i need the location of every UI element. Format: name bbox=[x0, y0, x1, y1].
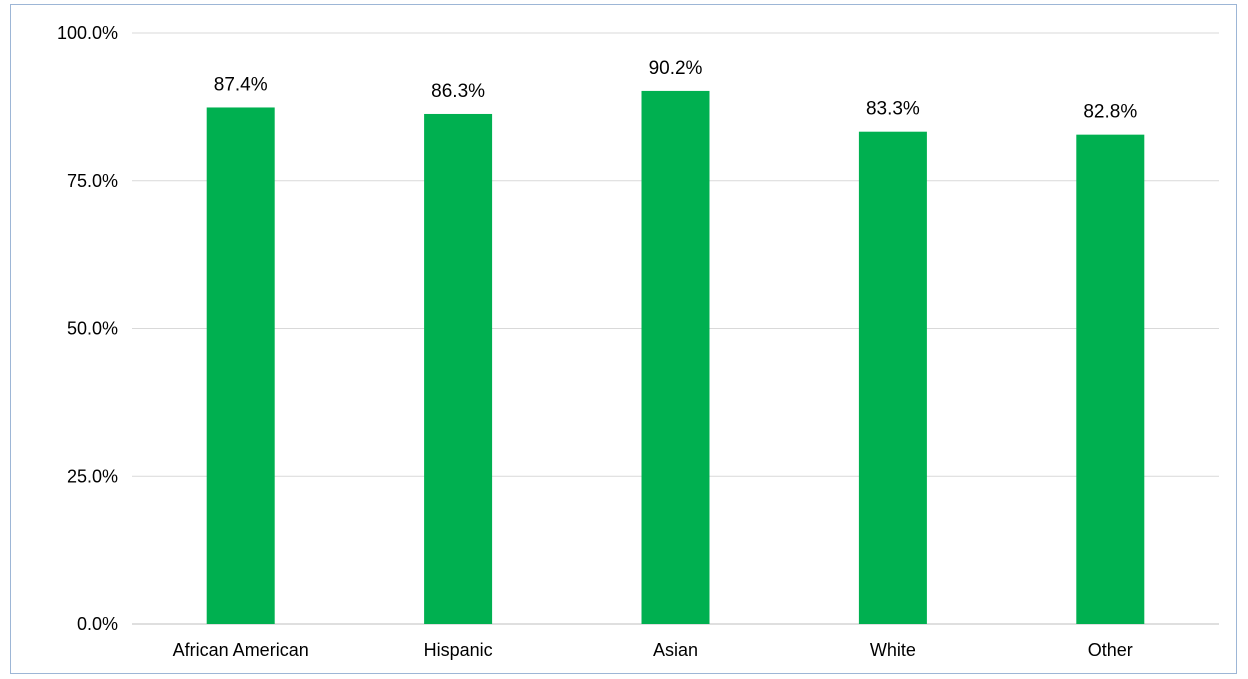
data-label: 87.4% bbox=[214, 74, 268, 95]
x-tick-label: Asian bbox=[653, 640, 698, 660]
data-label: 83.3% bbox=[866, 99, 920, 120]
x-tick-label: African American bbox=[173, 640, 309, 660]
data-label: 90.2% bbox=[649, 58, 703, 79]
bar bbox=[424, 113, 493, 624]
y-tick-label: 100.0% bbox=[57, 23, 118, 43]
x-tick-label: White bbox=[870, 640, 916, 660]
bar bbox=[206, 107, 275, 624]
bar bbox=[1076, 134, 1145, 625]
y-tick-label: 75.0% bbox=[67, 171, 118, 191]
data-labels: 87.4% 86.3% 90.2% 83.3% 82.8% bbox=[214, 58, 1138, 123]
bar bbox=[641, 90, 710, 625]
bar bbox=[858, 131, 927, 624]
bars bbox=[206, 90, 1145, 625]
x-axis-category-labels: African American Hispanic Asian White Other bbox=[173, 640, 1133, 660]
chart-frame: 0.0% 25.0% 50.0% 75.0% 100.0% 87.4% 86.3% 90.2… bbox=[10, 4, 1237, 674]
y-tick-label: 25.0% bbox=[67, 466, 118, 486]
y-tick-label: 0.0% bbox=[77, 614, 118, 634]
x-tick-label: Hispanic bbox=[424, 640, 493, 660]
data-label: 86.3% bbox=[431, 81, 485, 102]
x-tick-label: Other bbox=[1088, 640, 1133, 660]
bar-chart: 0.0% 25.0% 50.0% 75.0% 100.0% 87.4% 86.3% 90.2… bbox=[57, 23, 1219, 660]
data-label: 82.8% bbox=[1083, 102, 1137, 123]
y-axis-tick-labels: 0.0% 25.0% 50.0% 75.0% 100.0% bbox=[57, 23, 118, 634]
y-tick-label: 50.0% bbox=[67, 319, 118, 339]
